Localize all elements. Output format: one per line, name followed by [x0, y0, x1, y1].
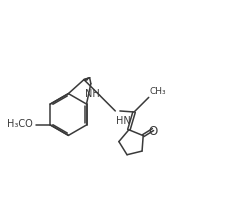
Text: HN: HN: [116, 116, 131, 126]
Text: H₃CO: H₃CO: [7, 119, 32, 129]
Text: CH₃: CH₃: [150, 87, 166, 96]
Text: O: O: [149, 125, 158, 138]
Text: NH: NH: [85, 89, 99, 99]
